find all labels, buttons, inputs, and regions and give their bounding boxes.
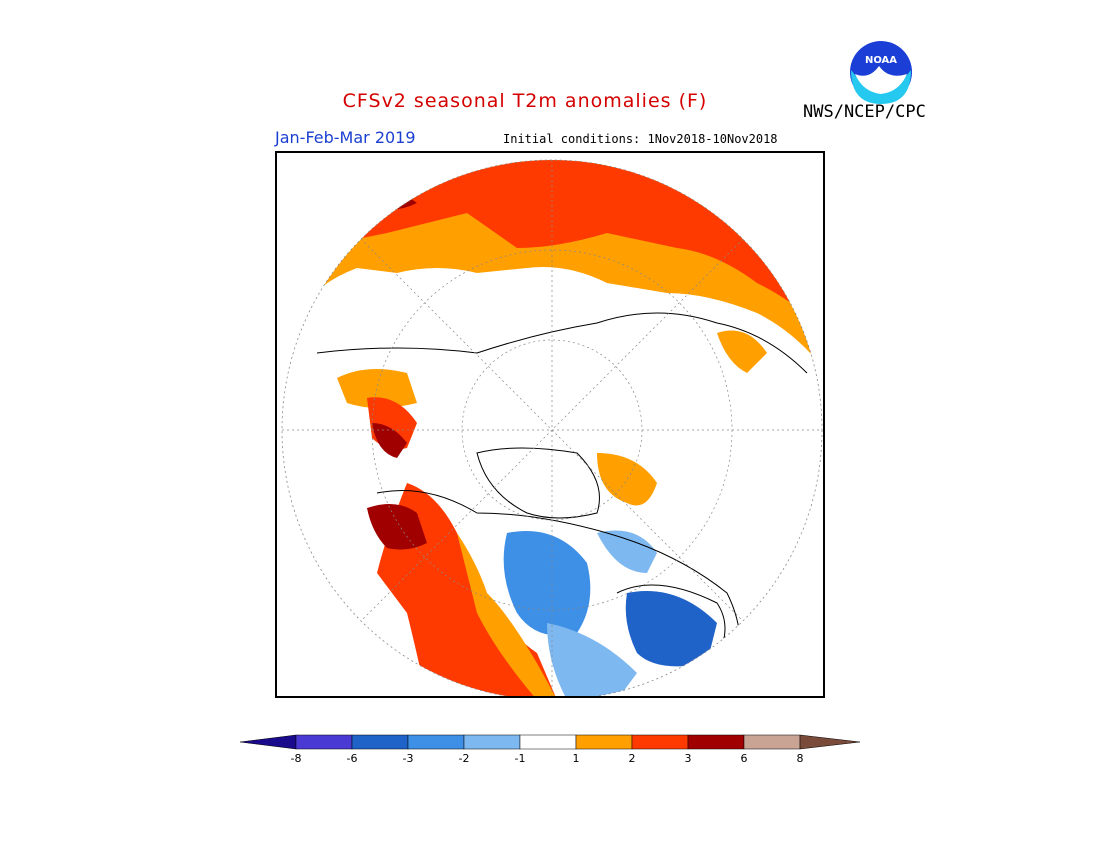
coastline-eurasia xyxy=(316,312,808,374)
colorbar-swatch-7 xyxy=(631,734,689,750)
colorbar-swatch-3 xyxy=(407,734,465,750)
anomaly-field xyxy=(282,160,822,696)
colorbar-tick-label: 3 xyxy=(684,752,692,765)
colorbar-swatch-6 xyxy=(575,734,633,750)
initial-conditions-label: Initial conditions: 1Nov2018-10Nov2018 xyxy=(503,132,778,146)
anomaly-cool1-arctic xyxy=(597,530,657,573)
colorbar-tick-label: 6 xyxy=(740,752,748,765)
colorbar-tick-label: 2 xyxy=(628,752,636,765)
anomaly-cool1-canada xyxy=(547,623,637,696)
anomaly-warm3-greenland xyxy=(372,423,407,458)
colorbar-tick-label: -8 xyxy=(290,752,302,765)
colorbar-swatch-5 xyxy=(519,734,577,750)
graticule xyxy=(282,160,822,696)
colorbar-swatch-2 xyxy=(351,734,409,750)
anomaly-warm3-alaska xyxy=(367,504,427,550)
noaa-logo: NOAA xyxy=(850,41,912,104)
colorbar-swatch-4 xyxy=(463,734,521,750)
colorbar-tick-label: -6 xyxy=(346,752,358,765)
colorbar-swatch-below xyxy=(240,734,297,750)
coastline-northamerica xyxy=(376,490,741,674)
colorbar-tick-label: 1 xyxy=(572,752,580,765)
season-label: Jan-Feb-Mar 2019 xyxy=(275,128,416,147)
colorbar-tick-label: -3 xyxy=(402,752,414,765)
colorbar-tick-label: 8 xyxy=(796,752,804,765)
anomaly-warm1-east xyxy=(717,330,767,373)
svg-text:NOAA: NOAA xyxy=(865,55,897,66)
anomaly-cool3-hudson xyxy=(625,591,717,667)
colorbar xyxy=(240,734,860,750)
colorbar-tick-label: -2 xyxy=(458,752,470,765)
agency-label: NWS/NCEP/CPC xyxy=(803,102,926,122)
map-boundary xyxy=(281,159,823,696)
polar-map xyxy=(275,151,825,698)
colorbar-swatch-1 xyxy=(295,734,353,750)
anomaly-warm3-scand xyxy=(367,183,417,210)
anomaly-warm1-novaya xyxy=(597,453,657,506)
anomaly-warm1-atlantic xyxy=(337,369,417,408)
colorbar-swatch-9 xyxy=(743,734,801,750)
map-title: CFSv2 seasonal T2m anomalies (F) xyxy=(342,90,708,112)
colorbar-tick-label: -1 xyxy=(514,752,526,765)
colorbar-swatch-above xyxy=(799,734,860,750)
colorbar-swatch-8 xyxy=(687,734,745,750)
coastline-greenland xyxy=(476,447,600,519)
anomaly-warm1-westna xyxy=(457,533,557,696)
